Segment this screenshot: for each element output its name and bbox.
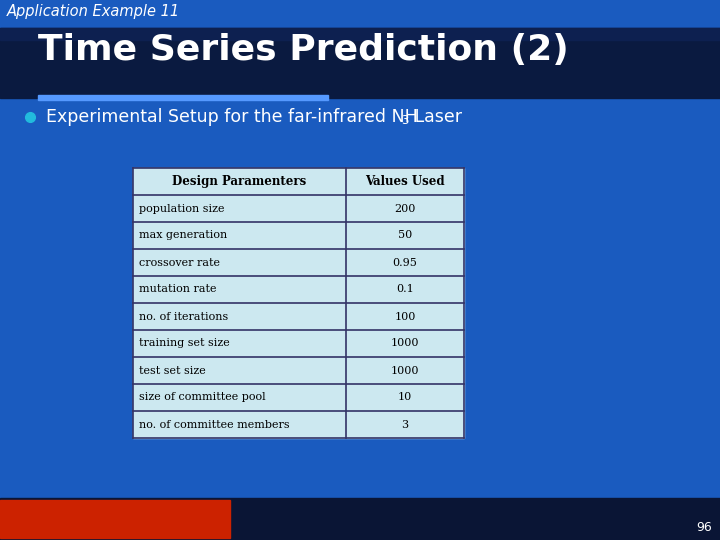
Text: 200: 200 xyxy=(395,204,415,213)
Text: no. of committee members: no. of committee members xyxy=(139,420,289,429)
Bar xyxy=(133,168,464,438)
Text: 10: 10 xyxy=(398,393,412,402)
Text: 1000: 1000 xyxy=(391,339,419,348)
Text: Application Example 11: Application Example 11 xyxy=(7,4,180,19)
Text: test set size: test set size xyxy=(139,366,206,375)
Text: 3: 3 xyxy=(402,420,408,429)
Text: 3: 3 xyxy=(401,114,408,127)
Text: Laser: Laser xyxy=(409,108,462,126)
Text: mutation rate: mutation rate xyxy=(139,285,217,294)
Bar xyxy=(0,500,230,538)
Text: population size: population size xyxy=(139,204,225,213)
Text: no. of iterations: no. of iterations xyxy=(139,312,228,321)
Bar xyxy=(0,498,720,540)
Text: crossover rate: crossover rate xyxy=(139,258,220,267)
Text: Experimental Setup for the far-infrared NH: Experimental Setup for the far-infrared … xyxy=(46,108,418,126)
Text: size of committee pool: size of committee pool xyxy=(139,393,266,402)
Text: 50: 50 xyxy=(398,231,412,240)
Text: 100: 100 xyxy=(395,312,415,321)
Text: 96: 96 xyxy=(696,521,712,534)
Text: max generation: max generation xyxy=(139,231,228,240)
Text: 0.1: 0.1 xyxy=(396,285,414,294)
Text: Time Series Prediction (2): Time Series Prediction (2) xyxy=(38,33,569,67)
Text: Values Used: Values Used xyxy=(365,175,445,188)
Bar xyxy=(0,28,720,40)
Text: Design Paramenters: Design Paramenters xyxy=(172,175,307,188)
Text: 1000: 1000 xyxy=(391,366,419,375)
Text: 0.95: 0.95 xyxy=(392,258,418,267)
Bar xyxy=(38,95,328,100)
Bar xyxy=(0,28,720,98)
Text: training set size: training set size xyxy=(139,339,230,348)
